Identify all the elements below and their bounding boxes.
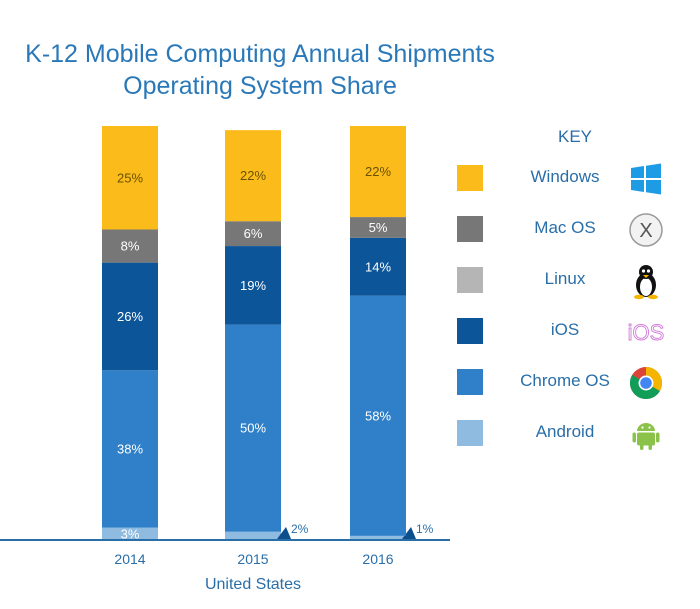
bar-label-windows-2015: 22% [240,168,266,183]
small-value-marker-2015 [277,527,291,539]
bar-segment-chromeos-2015 [225,324,281,532]
chart-title-line-1: K-12 Mobile Computing Annual Shipments [25,40,495,68]
svg-text:X: X [639,220,652,242]
legend-swatch-chromeos [457,369,483,395]
bar-label-macos-2015: 6% [244,226,263,241]
legend-key-heading: KEY [557,127,593,146]
legend-item-linux: Linux [455,256,695,307]
bar-label-android-2015: 2% [291,522,309,536]
x-tick-2015: 2015 [237,551,268,567]
bar-label-windows-2016: 22% [365,164,391,179]
legend-swatch-macos [457,216,483,242]
bar-label-chromeos-2015: 50% [240,421,266,436]
bar-segment-windows-2016 [350,126,406,218]
bar-segment-android-2014 [102,527,158,540]
bar-segment-macos-2015 [225,221,281,247]
legend-label-macos: Mac OS [534,218,596,237]
bar-segment-windows-2015 [225,130,281,222]
bar-label-ios-2015: 19% [240,278,266,293]
legend-item-macos: Mac OS X [455,205,695,256]
bar-segment-ios-2015 [225,246,281,325]
legend-swatch-linux [457,267,483,293]
legend-label-ios: iOS [550,320,580,339]
bar-segment-ios-2014 [102,262,158,371]
stacked-bar-chart: 3% 38% 26% 8% 25% 2014 2% 50% 19% 6% 22% 2015 1% 58% 1… [0,126,450,593]
legend-label-linux: Linux [544,269,586,288]
bar-segment-ios-2016 [350,237,406,296]
legend-label-android: Android [535,422,595,441]
bar-segment-chromeos-2016 [350,295,406,536]
bar-segment-chromeos-2014 [102,370,158,528]
chrome-icon [629,367,663,400]
bar-label-macos-2016: 5% [369,220,388,235]
legend: KEY Windows Mac OS X Linux [455,120,695,460]
legend-item-android: Android [455,409,695,460]
bar-segment-windows-2014 [102,126,158,230]
legend-label-chromeos: Chrome OS [520,371,610,390]
legend-item-ios: iOS iOS [455,307,695,358]
bar-label-chromeos-2014: 38% [117,441,143,456]
bar-label-ios-2016: 14% [365,259,391,274]
legend-label-windows: Windows [530,167,600,186]
bar-segment-macos-2014 [102,229,158,263]
x-axis-label: United States [205,576,301,593]
bar-segment-macos-2016 [350,217,406,238]
bar-label-windows-2014: 25% [117,170,143,185]
legend-swatch-windows [457,165,483,191]
chart-title-line-2: Operating System Share [123,72,397,100]
bar-label-android-2016: 1% [416,522,434,536]
svg-text:iOS: iOS [628,320,665,345]
x-tick-2014: 2014 [114,551,145,567]
bar-label-ios-2014: 26% [117,309,143,324]
legend-swatch-android [457,420,483,446]
windows-logo-icon [631,163,661,195]
android-icon [632,423,660,450]
bar-label-chromeos-2016: 58% [365,408,391,423]
legend-item-chromeos: Chrome OS [455,358,695,409]
small-value-marker-2016 [402,527,416,539]
legend-item-windows: Windows [455,154,695,205]
linux-penguin-icon [634,265,658,300]
legend-swatch-ios [457,318,483,344]
macos-x-icon: X [629,213,663,247]
bar-segment-android-2016 [350,535,406,540]
bar-label-macos-2014: 8% [121,239,140,254]
bar-label-android-2014: 3% [121,526,140,541]
bar-segment-android-2015 [225,531,281,540]
chart-title: K-12 Mobile Computing Annual Shipments O… [0,38,520,102]
ios-icon: iOS [627,320,665,346]
x-tick-2016: 2016 [362,551,393,567]
